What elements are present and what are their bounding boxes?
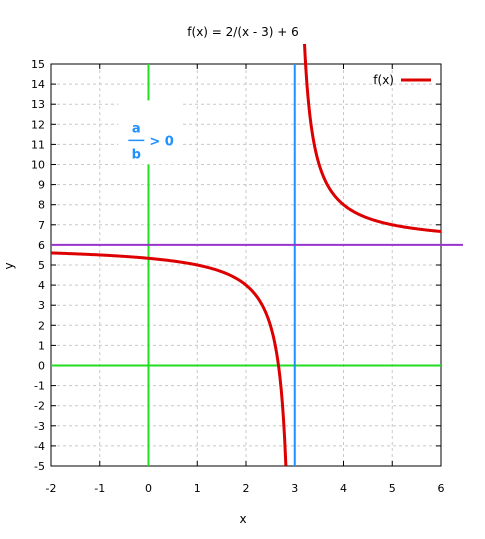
x-axis-label: x — [239, 512, 246, 526]
y-tick-label: 7 — [38, 219, 45, 232]
y-axis-label: y — [2, 262, 16, 269]
y-tick-label: -5 — [34, 460, 45, 473]
y-tick-label: 5 — [38, 259, 45, 272]
annotation-denominator: b — [132, 147, 141, 162]
y-tick-label: 13 — [31, 98, 45, 111]
y-tick-label: 6 — [38, 239, 45, 252]
legend: f(x) — [373, 73, 431, 87]
y-tick-label: -3 — [34, 420, 45, 433]
y-tick-label: 0 — [38, 360, 45, 373]
x-tick-label: 3 — [291, 482, 298, 495]
x-tick-label: -1 — [94, 482, 105, 495]
y-tick-label: -2 — [34, 400, 45, 413]
y-tick-label: 3 — [38, 299, 45, 312]
y-tick-label: 1 — [38, 339, 45, 352]
y-tick-label: 2 — [38, 319, 45, 332]
y-tick-label: -1 — [34, 380, 45, 393]
y-tick-label: 11 — [31, 138, 45, 151]
legend-label-f-x: f(x) — [373, 73, 394, 87]
y-tick-label: 9 — [38, 179, 45, 192]
series — [50, 43, 442, 466]
x-tick-label: -2 — [46, 482, 57, 495]
x-tick-label: 0 — [145, 482, 152, 495]
chart-title: f(x) = 2/(x - 3) + 6 — [187, 25, 298, 39]
x-tick-label: 4 — [340, 482, 347, 495]
y-tick-label: 8 — [38, 199, 45, 212]
grid — [50, 63, 442, 467]
y-tick-label: 10 — [31, 159, 45, 172]
y-tick-label: 12 — [31, 118, 45, 131]
x-tick-label: 1 — [194, 482, 201, 495]
annotation-numerator: a — [132, 121, 141, 136]
series-line-branch — [303, 43, 442, 233]
reference-lines — [51, 64, 463, 466]
series-line-branch — [50, 251, 288, 466]
ratio-annotation: a b > 0 — [118, 100, 183, 165]
x-tick-label: 6 — [438, 482, 445, 495]
y-tick-label: 4 — [38, 279, 45, 292]
y-tick-label: -4 — [34, 440, 45, 453]
y-tick-label: 15 — [31, 58, 45, 71]
annotation-background — [118, 100, 183, 165]
y-tick-label: 14 — [31, 78, 45, 91]
x-tick-labels: -2 -1 0 1 2 3 4 5 6 — [46, 482, 445, 495]
x-tick-label: 2 — [243, 482, 250, 495]
x-tick-label: 5 — [389, 482, 396, 495]
annotation-relation: > 0 — [149, 134, 173, 149]
